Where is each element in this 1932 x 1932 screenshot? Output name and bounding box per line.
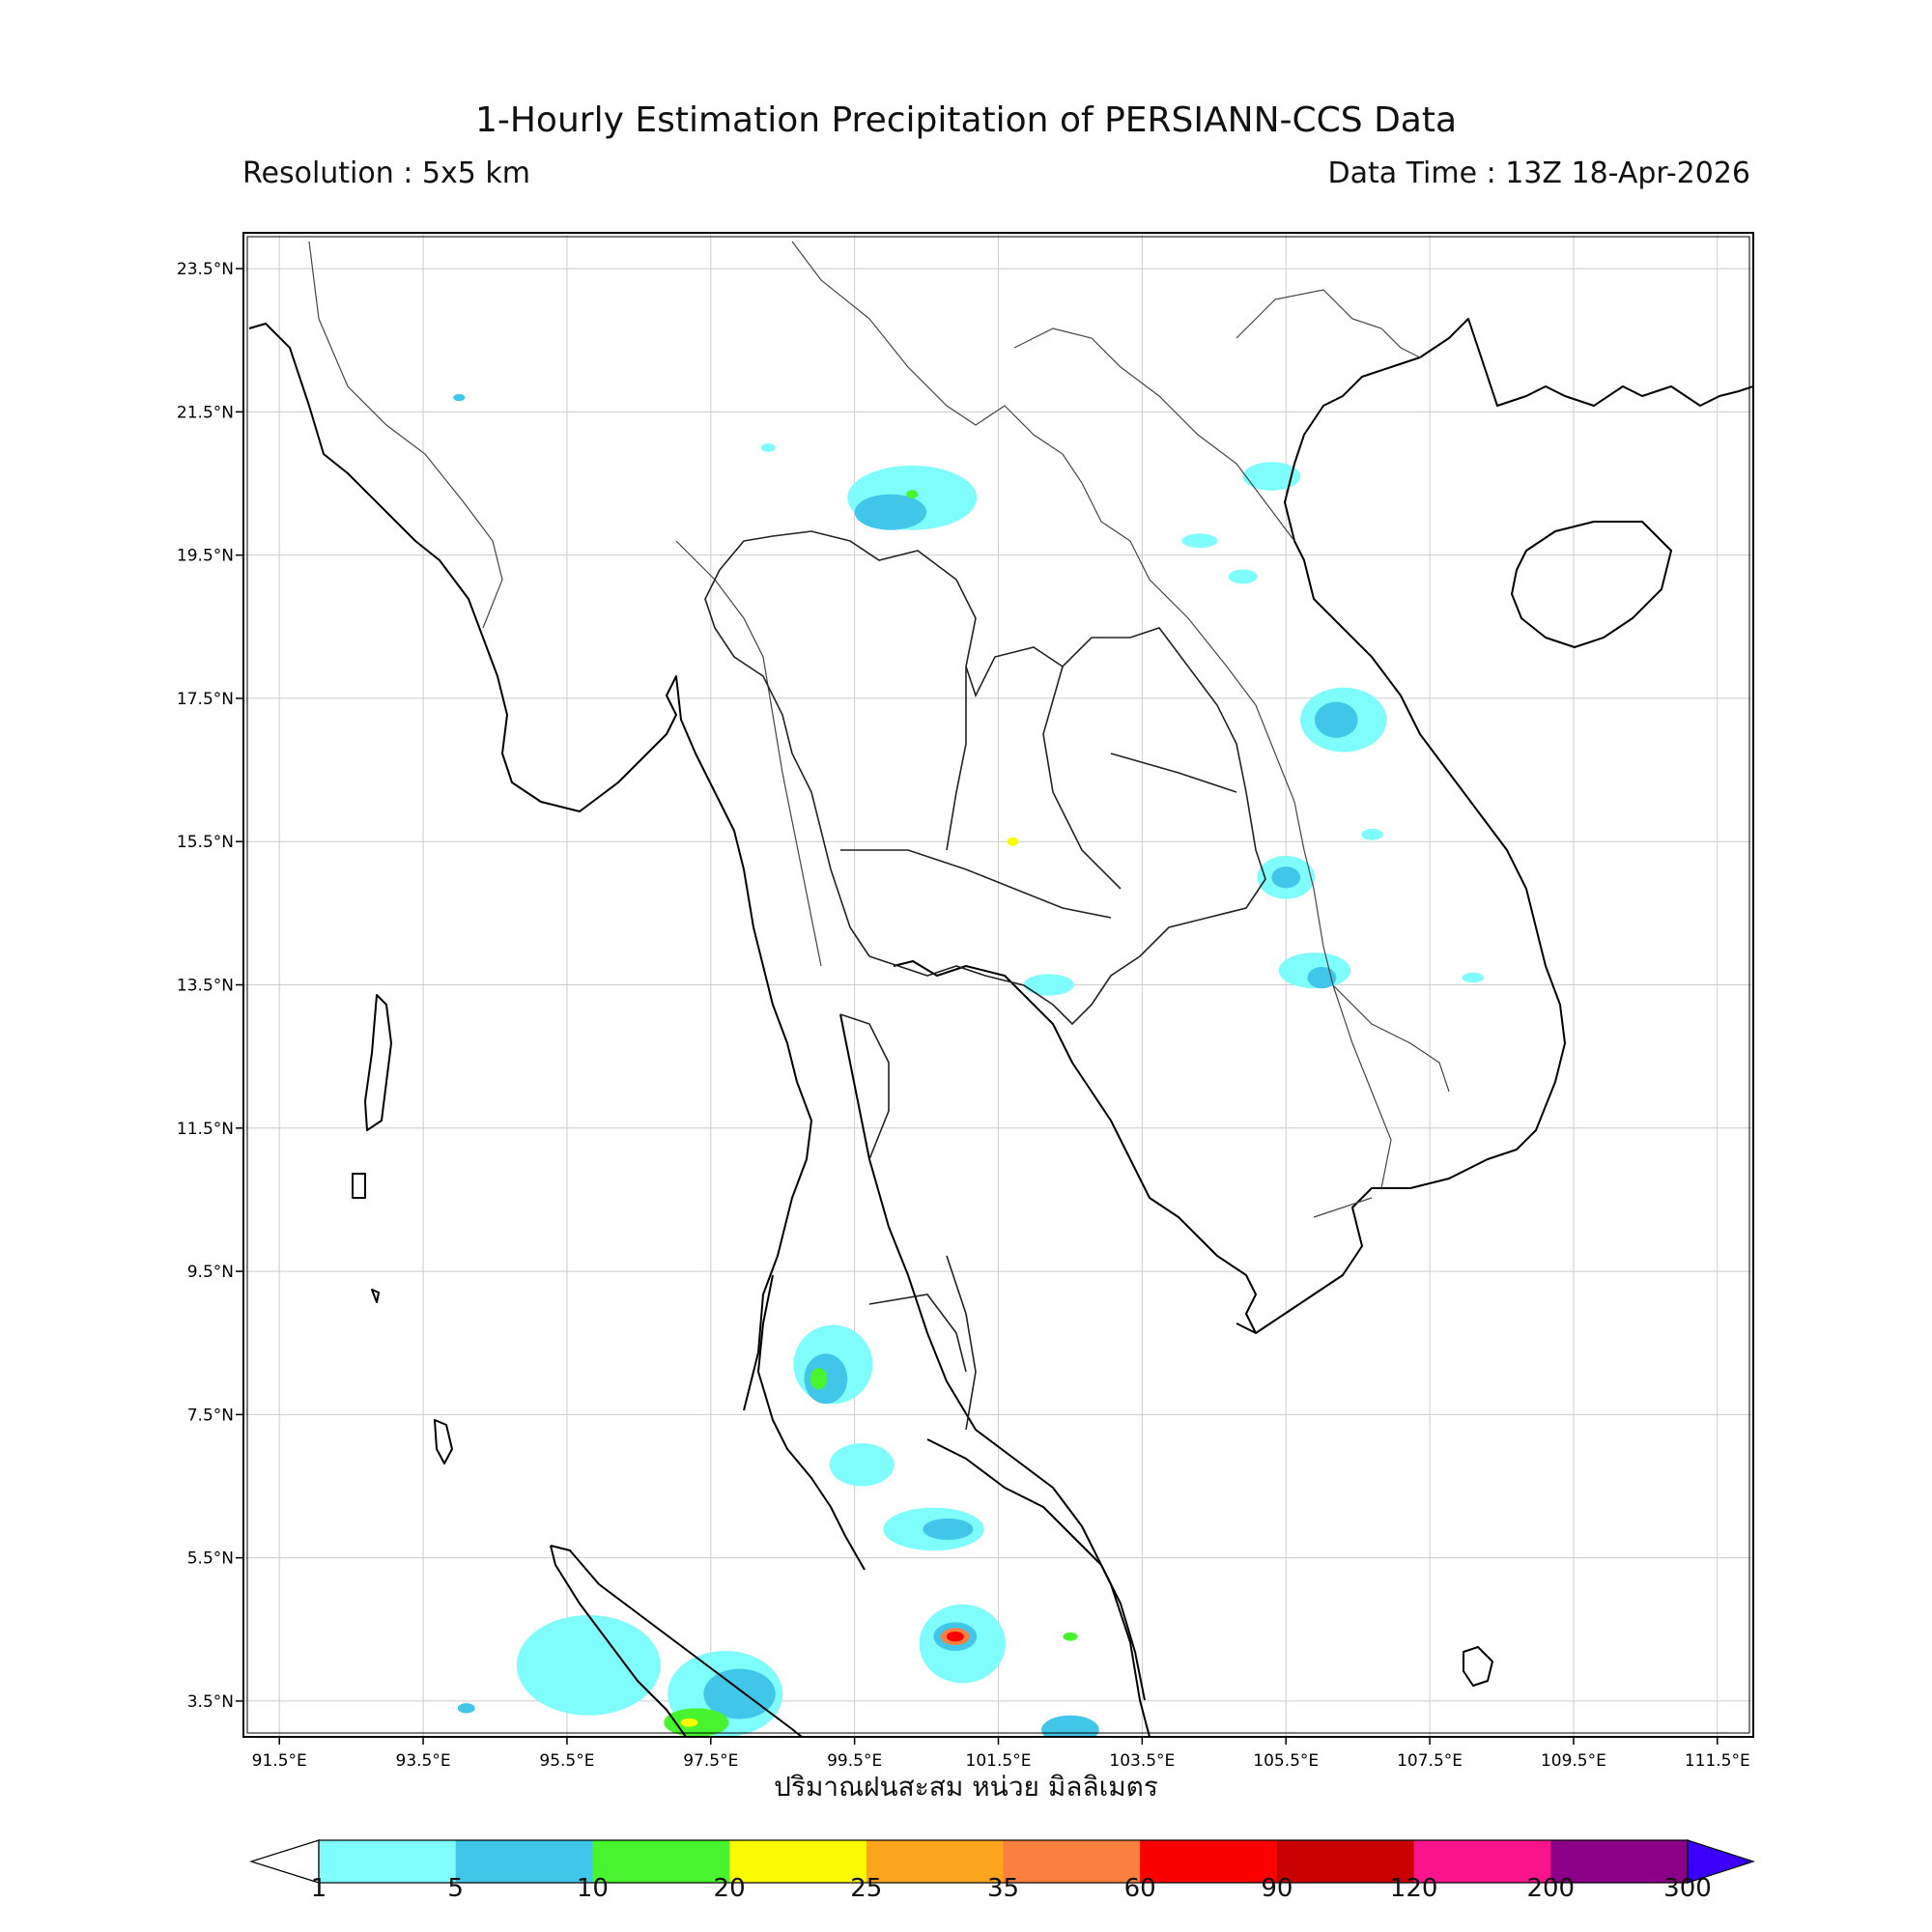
lat-tick-label: 7.5°N [187, 1406, 234, 1425]
rain-cell [810, 1368, 828, 1390]
rain-cell [906, 490, 919, 499]
lat-tick-label: 21.5°N [177, 403, 234, 422]
rain-cell [923, 1518, 974, 1541]
gridlines [243, 233, 1753, 1737]
country-borders [308, 241, 1450, 1218]
lon-tick-label: 93.5°E [396, 1751, 451, 1771]
colorbar-label: 120 [1389, 1874, 1438, 1903]
lon-tick-label: 109.5°E [1541, 1751, 1606, 1771]
rain-cell [1361, 828, 1383, 840]
rain-cell [1462, 972, 1484, 983]
colorbar-label: 90 [1261, 1874, 1293, 1903]
lon-tick-label: 97.5°E [683, 1751, 738, 1771]
lon-tick-label: 103.5°E [1109, 1751, 1175, 1771]
colorbar-label: 5 [447, 1874, 464, 1903]
lon-tick-label: 101.5°E [966, 1751, 1032, 1771]
resolution-label: Resolution : 5x5 km [242, 156, 530, 190]
rain-cell [760, 442, 776, 452]
lat-tick-label: 15.5°N [177, 833, 234, 852]
rain-cell [1228, 569, 1258, 584]
rain-cell [1063, 1632, 1078, 1641]
colorbar-label: 35 [986, 1874, 1020, 1903]
thailand-provinces [704, 530, 1266, 1431]
chart-title: 1-Hourly Estimation Precipitation of PER… [474, 100, 1458, 140]
lon-tick-label: 99.5°E [827, 1751, 882, 1771]
lat-tick-label: 3.5°N [187, 1692, 234, 1712]
data-time-label: Data Time : 13Z 18-Apr-2026 [1327, 156, 1750, 190]
lon-tick-label: 91.5°E [252, 1751, 307, 1771]
x-axis-label: ปริมาณฝนสะสม หน่วย มิลลิเมตร [774, 1771, 1158, 1803]
colorbar-label: 200 [1526, 1874, 1576, 1903]
lat-tick-label: 17.5°N [177, 690, 234, 709]
rain-cell [946, 1632, 964, 1642]
rain-cell [457, 1703, 475, 1714]
coastlines [248, 318, 1753, 1737]
rain-cell [829, 1443, 895, 1487]
colorbar-label: 1 [310, 1874, 327, 1903]
rain-cell [1181, 533, 1218, 549]
rain-cell [1242, 462, 1301, 491]
lat-tick-label: 5.5°N [187, 1549, 234, 1569]
rain-cell [453, 393, 466, 402]
colorbar-label: 300 [1663, 1874, 1712, 1903]
rain-cell [680, 1718, 698, 1727]
rain-cell [1023, 974, 1074, 996]
lat-tick-label: 13.5°N [177, 977, 234, 996]
rain-cell [1271, 867, 1301, 889]
rain-cell [516, 1614, 661, 1716]
colorbar-label: 10 [576, 1874, 609, 1903]
colorbar-label: 25 [850, 1874, 883, 1903]
colorbar-label: 60 [1123, 1874, 1156, 1903]
colorbar-label: 20 [713, 1874, 746, 1903]
rain-cell [1307, 966, 1337, 989]
map-inner-frame [246, 236, 1750, 1734]
lon-tick-label: 111.5°E [1685, 1751, 1750, 1771]
lat-tick-label: 19.5°N [177, 547, 234, 566]
precipitation-layer [453, 393, 1484, 1737]
rain-cell [1041, 1715, 1099, 1737]
lat-tick-label: 11.5°N [177, 1120, 234, 1139]
rain-cell [703, 1668, 776, 1719]
lon-tick-label: 95.5°E [539, 1751, 594, 1771]
lon-tick-label: 107.5°E [1397, 1751, 1463, 1771]
rain-cell [1314, 701, 1358, 738]
lon-tick-label: 105.5°E [1253, 1751, 1319, 1771]
rain-cell [854, 494, 927, 530]
axis-ticks: 91.5°E 93.5°E 95.5°E 97.5°E 99.5°E 101.5°E 103… [177, 260, 1750, 1771]
lat-tick-label: 9.5°N [187, 1263, 234, 1282]
lat-tick-label: 23.5°N [177, 260, 234, 279]
rain-cell [1007, 837, 1019, 846]
